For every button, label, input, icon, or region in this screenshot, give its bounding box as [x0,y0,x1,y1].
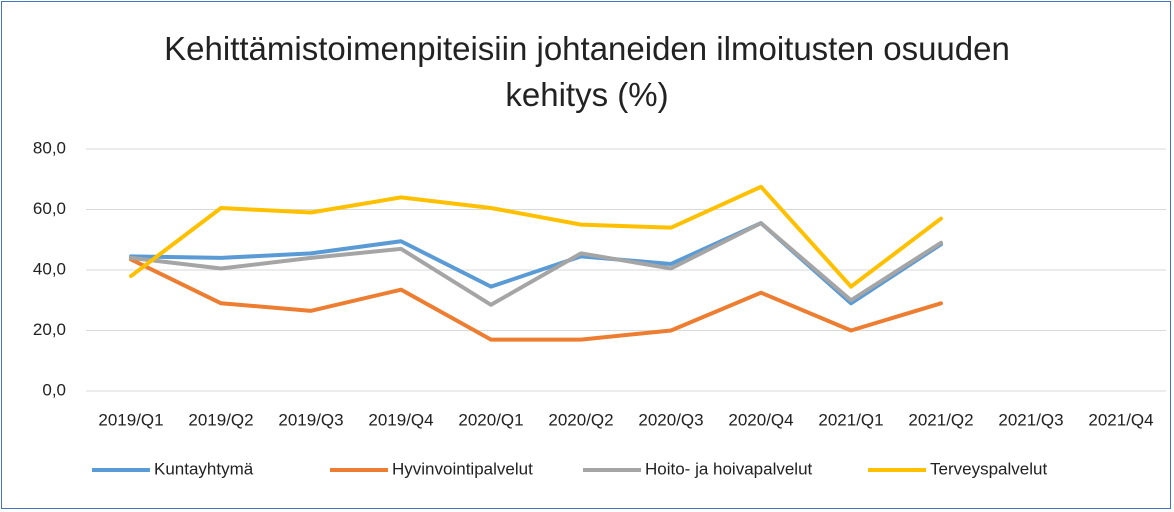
legend-label: Terveyspalvelut [930,459,1047,478]
x-tick-label: 2021/Q2 [908,410,973,429]
y-tick-label: 60,0 [33,199,66,218]
y-tick-label: 0,0 [42,380,66,399]
x-tick-label: 2019/Q3 [278,410,343,429]
y-tick-label: 20,0 [33,320,66,339]
x-tick-label: 2020/Q3 [638,410,703,429]
series-line [129,184,943,289]
x-tick-label: 2019/Q4 [368,410,433,429]
x-tick-label: 2019/Q1 [98,410,163,429]
legend-label: Hoito- ja hoivapalvelut [645,459,813,478]
x-tick-label: 2019/Q2 [188,410,253,429]
series-line [129,257,943,342]
y-tick-label: 80,0 [33,138,66,157]
legend-label: Hyvinvointipalvelut [392,459,533,478]
y-tick-label: 40,0 [33,259,66,278]
x-tick-label: 2020/Q4 [728,410,793,429]
x-tick-label: 2020/Q1 [458,410,523,429]
x-tick-label: 2020/Q2 [548,410,613,429]
chart-title: Kehittämistoimenpiteisiin johtaneiden il… [164,30,1010,113]
legend-label: Kuntayhtymä [154,459,254,478]
x-tick-label: 2021/Q1 [818,410,883,429]
x-tick-label: 2021/Q3 [998,410,1063,429]
series-line [129,221,943,307]
x-tick-label: 2021/Q4 [1088,410,1153,429]
